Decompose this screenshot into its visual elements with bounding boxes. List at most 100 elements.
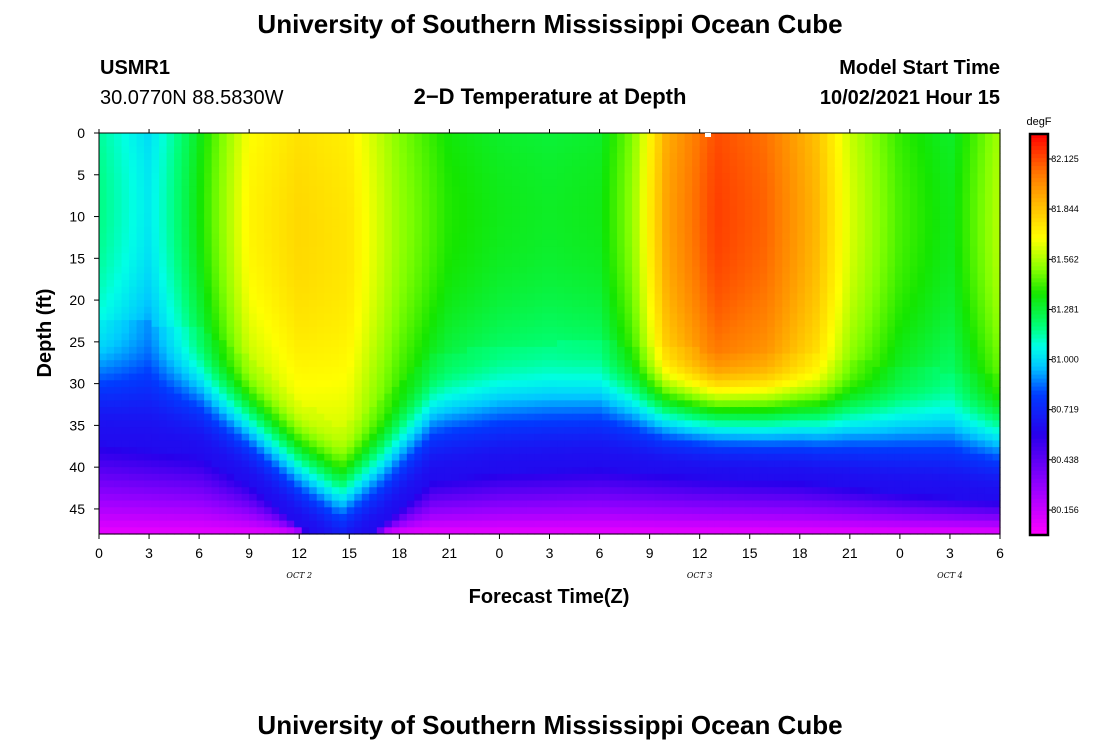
heatmap-cell bbox=[587, 259, 596, 268]
heatmap-cell bbox=[511, 159, 521, 168]
heatmap-cell bbox=[399, 360, 408, 368]
heatmap-cell bbox=[594, 173, 603, 181]
heatmap-cell bbox=[707, 467, 716, 475]
heatmap-cell bbox=[421, 493, 430, 502]
heatmap-cell bbox=[451, 280, 460, 288]
heatmap-cell bbox=[249, 447, 258, 455]
heatmap-cell bbox=[249, 393, 258, 401]
heatmap-cell bbox=[632, 326, 641, 335]
heatmap-cell bbox=[196, 353, 205, 361]
heatmap-cell bbox=[406, 280, 415, 288]
heatmap-cell bbox=[557, 179, 566, 188]
heatmap-cell bbox=[234, 273, 243, 281]
heatmap-cell bbox=[526, 447, 536, 455]
heatmap-cell bbox=[617, 313, 626, 321]
heatmap-cell bbox=[481, 480, 491, 488]
heatmap-cell bbox=[549, 206, 558, 214]
heatmap-cell bbox=[234, 500, 243, 508]
heatmap-cell bbox=[504, 507, 513, 515]
heatmap-cell bbox=[549, 186, 558, 194]
heatmap-cell bbox=[632, 400, 641, 408]
heatmap-cell bbox=[361, 507, 370, 515]
heatmap-cell bbox=[647, 420, 656, 428]
heatmap-cell bbox=[264, 447, 273, 455]
heatmap-cell bbox=[639, 467, 648, 475]
heatmap-cell bbox=[309, 386, 318, 395]
heatmap-cell bbox=[624, 340, 633, 348]
heatmap-cell bbox=[684, 206, 693, 214]
heatmap-cell bbox=[429, 300, 438, 308]
heatmap-cell bbox=[309, 186, 318, 194]
heatmap-cell bbox=[444, 513, 453, 522]
heatmap-cell bbox=[384, 139, 393, 147]
heatmap-cell bbox=[271, 246, 280, 254]
heatmap-cell bbox=[474, 380, 483, 388]
heatmap-cell bbox=[136, 513, 145, 522]
heatmap-cell bbox=[519, 393, 528, 401]
heatmap-cell bbox=[624, 186, 633, 194]
heatmap-cell bbox=[624, 500, 633, 508]
heatmap-cell bbox=[354, 493, 363, 502]
heatmap-cell bbox=[294, 213, 303, 221]
heatmap-cell bbox=[466, 219, 476, 228]
heatmap-cell bbox=[121, 333, 130, 341]
heatmap-cell bbox=[174, 366, 183, 375]
heatmap-cell bbox=[564, 273, 573, 281]
heatmap-cell bbox=[451, 239, 460, 248]
heatmap-cell bbox=[714, 527, 723, 535]
heatmap-cell bbox=[181, 333, 190, 341]
heatmap-cell bbox=[564, 173, 573, 181]
heatmap-cell bbox=[481, 386, 491, 395]
heatmap-cell bbox=[406, 433, 415, 442]
heatmap-cell bbox=[271, 360, 280, 368]
heatmap-cell bbox=[226, 360, 235, 368]
heatmap-cell bbox=[234, 146, 243, 154]
heatmap-cell bbox=[159, 273, 168, 281]
heatmap-cell bbox=[406, 513, 415, 522]
heatmap-cell bbox=[511, 266, 521, 274]
heatmap-cell bbox=[594, 133, 603, 141]
heatmap-cell bbox=[234, 380, 243, 388]
heatmap-cell bbox=[339, 413, 348, 421]
heatmap-cell bbox=[639, 333, 648, 341]
heatmap-cell bbox=[572, 500, 581, 508]
heatmap-cell bbox=[196, 199, 205, 208]
heatmap-cell bbox=[496, 400, 506, 408]
heatmap-cell bbox=[414, 473, 423, 482]
heatmap-cell bbox=[572, 153, 581, 161]
heatmap-cell bbox=[647, 133, 656, 141]
heatmap-cell bbox=[286, 493, 295, 502]
heatmap-cell bbox=[129, 280, 138, 288]
heatmap-cell bbox=[526, 173, 536, 181]
heatmap-cell bbox=[451, 507, 460, 515]
heatmap-cell bbox=[316, 193, 325, 201]
heatmap-cell bbox=[264, 166, 273, 174]
heatmap-cell bbox=[226, 226, 235, 234]
heatmap-cell bbox=[639, 453, 648, 462]
heatmap-cell bbox=[474, 500, 483, 508]
heatmap-cell bbox=[496, 226, 506, 234]
heatmap-cell bbox=[699, 453, 708, 462]
heatmap-cell bbox=[632, 166, 641, 174]
heatmap-cell bbox=[324, 326, 333, 335]
heatmap-cell bbox=[474, 219, 483, 228]
heatmap-cell bbox=[271, 366, 280, 375]
heatmap-cell bbox=[361, 213, 370, 221]
heatmap-cell bbox=[151, 487, 160, 495]
heatmap-cell bbox=[361, 206, 370, 214]
heatmap-cell bbox=[714, 413, 723, 421]
heatmap-cell bbox=[294, 340, 303, 348]
heatmap-cell bbox=[151, 266, 160, 274]
heatmap-cell bbox=[511, 346, 521, 355]
heatmap-cell bbox=[549, 513, 558, 522]
heatmap-cell bbox=[549, 407, 558, 415]
heatmap-cell bbox=[526, 380, 536, 388]
heatmap-cell bbox=[121, 133, 130, 141]
heatmap-cell bbox=[692, 447, 701, 455]
heatmap-cell bbox=[391, 460, 400, 468]
heatmap-cell bbox=[684, 513, 693, 522]
heatmap-cell bbox=[466, 193, 476, 201]
heatmap-cell bbox=[489, 293, 498, 301]
heatmap-cell bbox=[181, 313, 190, 321]
heatmap-cell bbox=[391, 280, 400, 288]
